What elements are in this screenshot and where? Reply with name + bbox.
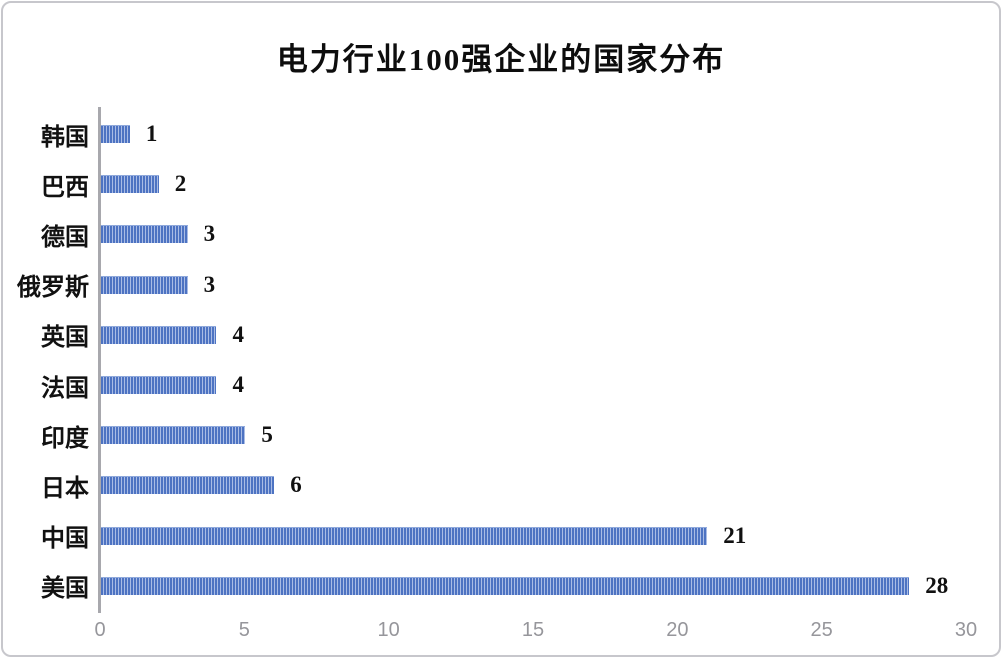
category-label: 英国: [41, 325, 89, 352]
value-label: 4: [232, 372, 244, 398]
value-label: 1: [145, 121, 158, 147]
value-label: 21: [723, 522, 747, 548]
category-label: 韩国: [41, 124, 89, 151]
bar: [101, 526, 708, 545]
bar: [101, 325, 217, 344]
chart-title: 电力行业100强企业的国家分布: [276, 42, 726, 77]
category-label: 日本: [41, 475, 89, 502]
value-label: 2: [174, 171, 187, 197]
category-label: 德国: [41, 224, 89, 251]
bar: [101, 175, 159, 194]
bar-track: 4: [101, 360, 999, 410]
bar-track: 3: [101, 209, 999, 259]
category-label: 印度: [41, 425, 89, 452]
category-label: 法国: [41, 375, 89, 402]
value-label: 28: [925, 572, 949, 598]
bar-row: 中国 21: [3, 511, 999, 561]
value-label: 3: [203, 221, 216, 247]
x-tick-label: 15: [521, 619, 545, 641]
category-label: 俄罗斯: [17, 275, 89, 302]
bar-track: 2: [101, 159, 999, 209]
bar: [101, 376, 217, 395]
bar-row: 韩国 1: [3, 109, 999, 159]
bar-row: 俄罗斯 3: [3, 260, 999, 310]
bar-track: 3: [101, 260, 999, 310]
bar-track: 4: [101, 310, 999, 360]
value-label: 5: [261, 422, 273, 448]
x-tick-label: 5: [238, 619, 250, 641]
bar: [101, 225, 188, 244]
bar-track: 5: [101, 410, 999, 460]
bar-row: 美国 28: [3, 561, 999, 611]
bar: [101, 275, 188, 294]
bar-row: 法国 4: [3, 360, 999, 410]
x-tick-label: 10: [377, 619, 400, 641]
bar-row: 德国 3: [3, 209, 999, 259]
x-axis: 0 5 10 15 20 25 30: [94, 619, 977, 649]
value-label: 6: [290, 472, 302, 498]
category-label: 巴西: [41, 174, 89, 201]
bar-rows: 韩国 1 巴西 2 德国 3 俄罗斯 3 英国 4 法国 4 印度 5 日本 6 中国 21 美国 28: [3, 109, 999, 611]
bar-track: 28: [101, 561, 999, 611]
x-tick-label: 30: [954, 619, 978, 641]
bar: [101, 476, 275, 495]
bar-track: 1: [101, 109, 999, 159]
bar-track: 6: [101, 460, 999, 510]
x-tick-label: 25: [810, 619, 833, 641]
x-tick-label: 0: [94, 619, 106, 641]
value-label: 4: [232, 321, 244, 347]
category-label: 美国: [41, 576, 89, 603]
bar-row: 日本 6: [3, 460, 999, 510]
value-label: 3: [203, 271, 216, 297]
bar: [101, 576, 910, 595]
y-axis-line: [98, 107, 101, 613]
bar-row: 印度 5: [3, 410, 999, 460]
plot-area: 韩国 1 巴西 2 德国 3 俄罗斯 3 英国 4 法国 4 印度 5 日本 6 中国 21 美国 28 0 5 10 15…: [3, 107, 999, 655]
x-tick-label: 20: [666, 619, 689, 641]
category-label: 中国: [41, 526, 89, 553]
bar-track: 21: [101, 511, 999, 561]
bar-row: 英国 4: [3, 310, 999, 360]
bar: [101, 426, 246, 445]
bar: [101, 125, 130, 144]
bar-row: 巴西 2: [3, 159, 999, 209]
